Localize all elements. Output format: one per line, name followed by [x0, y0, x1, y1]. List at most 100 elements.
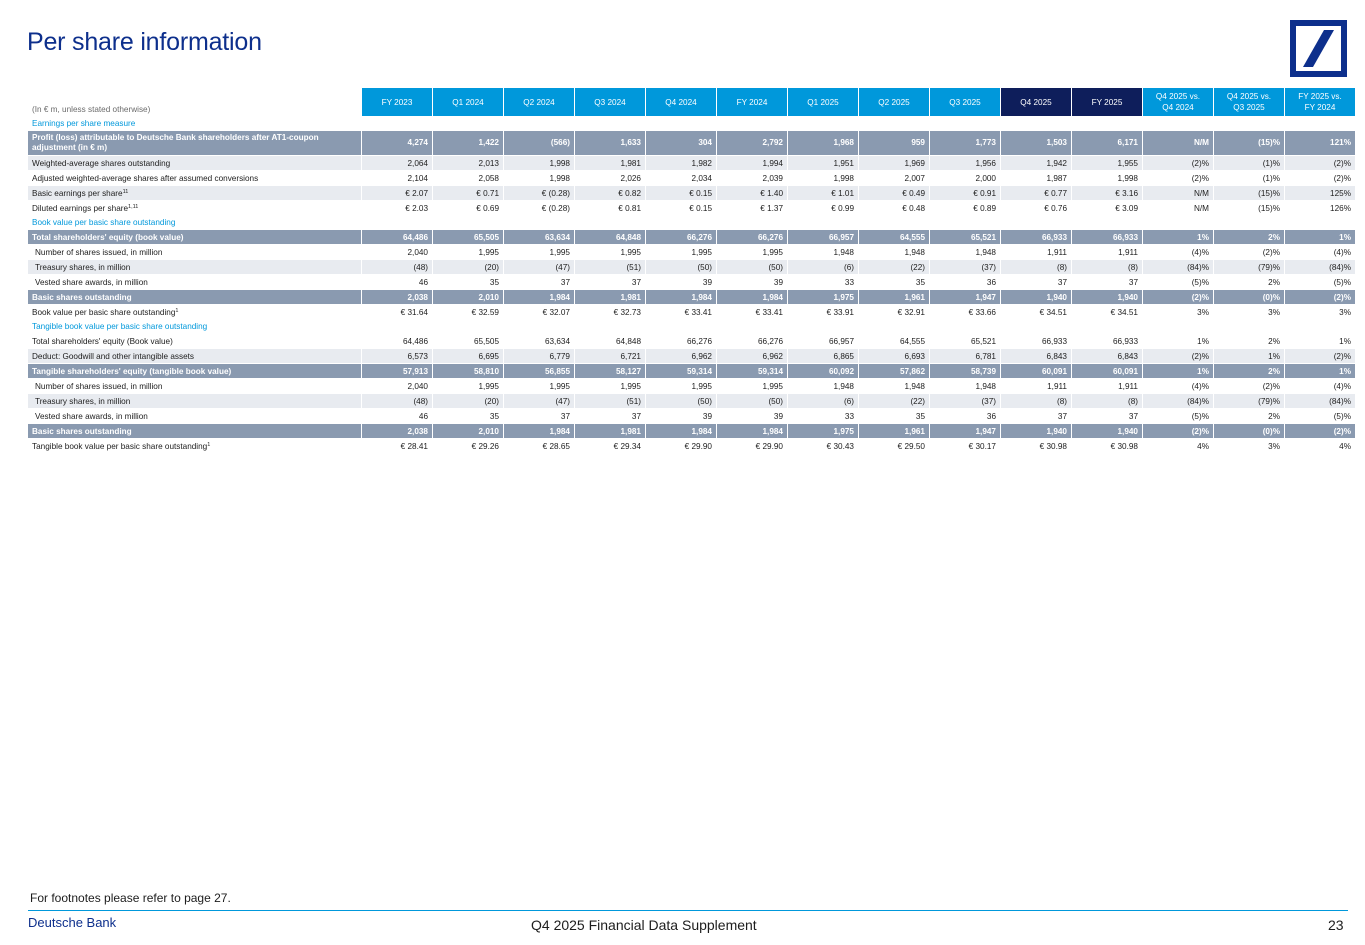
- table-cell: 1,969: [858, 155, 929, 170]
- table-cell: 1,975: [787, 423, 858, 438]
- table-cell: € 28.65: [503, 438, 574, 453]
- table-cell: 65,505: [432, 229, 503, 244]
- table-cell: 37: [574, 274, 645, 289]
- table-body: Earnings per share measure Profit (loss) …: [28, 116, 1355, 453]
- table-cell: € 31.64: [361, 304, 432, 319]
- column-header: FY 2025 vs. FY 2024: [1284, 88, 1355, 116]
- table-cell: 4%: [1284, 438, 1355, 453]
- table-cell: 2,000: [929, 170, 1000, 185]
- table-row: Number of shares issued, in million 2,040…: [28, 378, 1355, 393]
- row-label-text: Tangible book value per basic share outs…: [32, 441, 208, 451]
- table-cell: € 33.41: [645, 304, 716, 319]
- row-label: Book value per basic share outstanding1: [28, 304, 361, 319]
- table-cell: (4)%: [1284, 244, 1355, 259]
- table-cell: 2%: [1213, 363, 1284, 378]
- table-cell: 304: [645, 130, 716, 155]
- table-cell: € 28.41: [361, 438, 432, 453]
- table-cell: 64,848: [574, 333, 645, 348]
- table-cell: 2,038: [361, 289, 432, 304]
- table-cell: € 0.77: [1000, 185, 1071, 200]
- column-header-label-line2: Q3 2025: [1233, 103, 1265, 112]
- section-header: Tangible book value per basic share outs…: [28, 319, 1355, 333]
- column-header: Q4 2025: [1000, 88, 1071, 116]
- row-label: Total shareholders' equity (book value): [28, 229, 361, 244]
- table-cell: € 30.43: [787, 438, 858, 453]
- table-cell: 2%: [1213, 333, 1284, 348]
- table-cell: 63,634: [503, 229, 574, 244]
- table-cell: € 1.40: [716, 185, 787, 200]
- table-cell: 2,040: [361, 378, 432, 393]
- table-cell: € 34.51: [1000, 304, 1071, 319]
- table-cell: 1,940: [1000, 423, 1071, 438]
- column-header-label: Q3 2024: [594, 97, 626, 107]
- table-cell: (8): [1071, 393, 1142, 408]
- table-cell: € 34.51: [1071, 304, 1142, 319]
- column-header-label: FY 2025 vs.: [1298, 92, 1342, 101]
- row-label: Diluted earnings per share1,11: [28, 200, 361, 215]
- column-header-label: Q2 2025: [878, 97, 910, 107]
- table-cell: 1,955: [1071, 155, 1142, 170]
- table-cell: 1%: [1142, 229, 1213, 244]
- table-cell: (79)%: [1213, 393, 1284, 408]
- table-cell: (79)%: [1213, 259, 1284, 274]
- table-cell: 4%: [1142, 438, 1213, 453]
- table-row: Book value per basic share outstanding1 €…: [28, 304, 1355, 319]
- column-header-label-line2: FY 2024: [1304, 103, 1336, 112]
- column-header-label: Q4 2025 vs.: [1226, 92, 1272, 101]
- table-cell: € 2.07: [361, 185, 432, 200]
- table-cell: 1,998: [1071, 170, 1142, 185]
- table-cell: (0)%: [1213, 289, 1284, 304]
- column-header-label: Q4 2025: [1020, 97, 1052, 107]
- row-label: Vested share awards, in million: [28, 408, 361, 423]
- table-cell: 1,633: [574, 130, 645, 155]
- column-header-label: Q1 2025: [807, 97, 839, 107]
- table-cell: 6,781: [929, 348, 1000, 363]
- column-header: Q3 2025: [929, 88, 1000, 116]
- table-cell: (48): [361, 259, 432, 274]
- table-cell: 64,848: [574, 229, 645, 244]
- row-label: Basic shares outstanding: [28, 423, 361, 438]
- table-cell: 37: [503, 274, 574, 289]
- row-label-text: Deduct: Goodwill and other intangible as…: [32, 351, 195, 361]
- table-cell: € 29.26: [432, 438, 503, 453]
- table-cell: 35: [432, 408, 503, 423]
- row-label: Total shareholders' equity (Book value): [28, 333, 361, 348]
- table-cell: 1,940: [1071, 423, 1142, 438]
- table-cell: 1,911: [1000, 244, 1071, 259]
- row-label-text: Basic shares outstanding: [32, 292, 132, 302]
- table-cell: € 0.82: [574, 185, 645, 200]
- table-row: Vested share awards, in million 46 35 37 37 3…: [28, 274, 1355, 289]
- table-cell: 65,505: [432, 333, 503, 348]
- table-cell: € 0.91: [929, 185, 1000, 200]
- table-cell: 1,948: [787, 378, 858, 393]
- table-cell: (22): [858, 393, 929, 408]
- table-cell: 64,555: [858, 333, 929, 348]
- table-cell: 1,995: [503, 378, 574, 393]
- per-share-table: (In € m, unless stated otherwise) FY 202…: [28, 88, 1355, 453]
- column-header: FY 2025: [1071, 88, 1142, 116]
- column-header: Q1 2024: [432, 88, 503, 116]
- row-label: Basic earnings per share11: [28, 185, 361, 200]
- table-cell: (2)%: [1142, 348, 1213, 363]
- column-header: Q2 2024: [503, 88, 574, 116]
- row-label-text: Vested share awards, in million: [35, 277, 148, 287]
- table-cell: 66,933: [1000, 333, 1071, 348]
- row-label-text: Tangible shareholders' equity (tangible …: [32, 366, 232, 376]
- table-cell: 1,773: [929, 130, 1000, 155]
- table-cell: € 32.91: [858, 304, 929, 319]
- row-label: Adjusted weighted-average shares after a…: [28, 170, 361, 185]
- section-header: Book value per basic share outstanding: [28, 215, 1355, 229]
- table-cell: 6,721: [574, 348, 645, 363]
- table-cell: (2)%: [1142, 423, 1213, 438]
- table-cell: 1,984: [645, 423, 716, 438]
- table-cell: 2,040: [361, 244, 432, 259]
- table-cell: 66,276: [716, 333, 787, 348]
- table-cell: 1,995: [716, 378, 787, 393]
- table-cell: 1,948: [929, 378, 1000, 393]
- table-cell: 6,695: [432, 348, 503, 363]
- row-label-text: Diluted earnings per share: [32, 203, 129, 213]
- column-header: Q4 2024: [645, 88, 716, 116]
- row-label: Tangible shareholders' equity (tangible …: [28, 363, 361, 378]
- table-cell: 66,276: [716, 229, 787, 244]
- table-row: Weighted-average shares outstanding 2,064…: [28, 155, 1355, 170]
